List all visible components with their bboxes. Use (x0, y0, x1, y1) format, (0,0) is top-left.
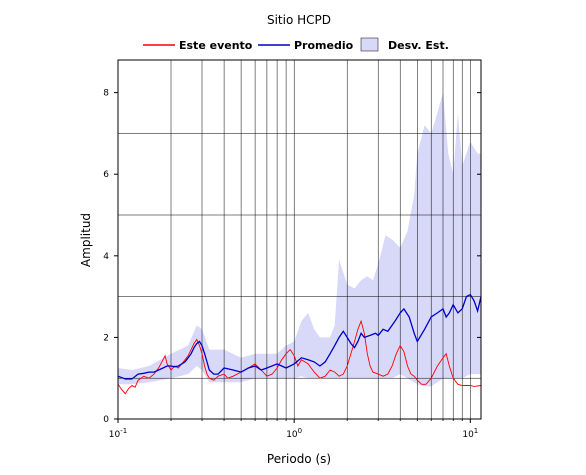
chart-title: Sitio HCPD (267, 13, 331, 27)
x-tick-label: 100 (286, 427, 302, 440)
x-tick-label-exponent: 0 (298, 427, 302, 435)
x-tick-label: 101 (462, 427, 478, 440)
plot-frame (117, 59, 482, 420)
legend: Este evento Promedio Desv. Est. (143, 37, 449, 52)
y-tick-label: 8 (103, 89, 109, 99)
series-layer (117, 293, 482, 395)
y-tick-label: 2 (103, 333, 109, 343)
y-tick-label: 6 (103, 170, 109, 180)
y-tick-label: 4 (103, 252, 109, 262)
std-dev-band (118, 92, 481, 387)
x-tick-label-exponent: 1 (474, 427, 478, 435)
legend-label-desv-est: Desv. Est. (388, 39, 449, 52)
legend-swatch-desv-est (360, 37, 379, 52)
std-dev-band-layer (118, 92, 481, 387)
y-axis-label: Amplitud (79, 213, 93, 267)
grid-layer (117, 60, 481, 419)
series-line-este-evento (117, 319, 482, 395)
y-tick-label: 0 (103, 415, 109, 425)
x-tick-label: 10-1 (109, 427, 127, 440)
series-line-promedio (117, 293, 482, 380)
x-tick-label-base: 10 (286, 430, 298, 440)
legend-label-este-evento: Este evento (179, 39, 253, 52)
x-axis-label: Periodo (s) (267, 452, 331, 466)
legend-label-promedio: Promedio (294, 39, 354, 52)
x-tick-label-base: 10 (109, 430, 121, 440)
x-tick-label-base: 10 (462, 430, 474, 440)
x-tick-label-exponent: -1 (120, 427, 127, 435)
